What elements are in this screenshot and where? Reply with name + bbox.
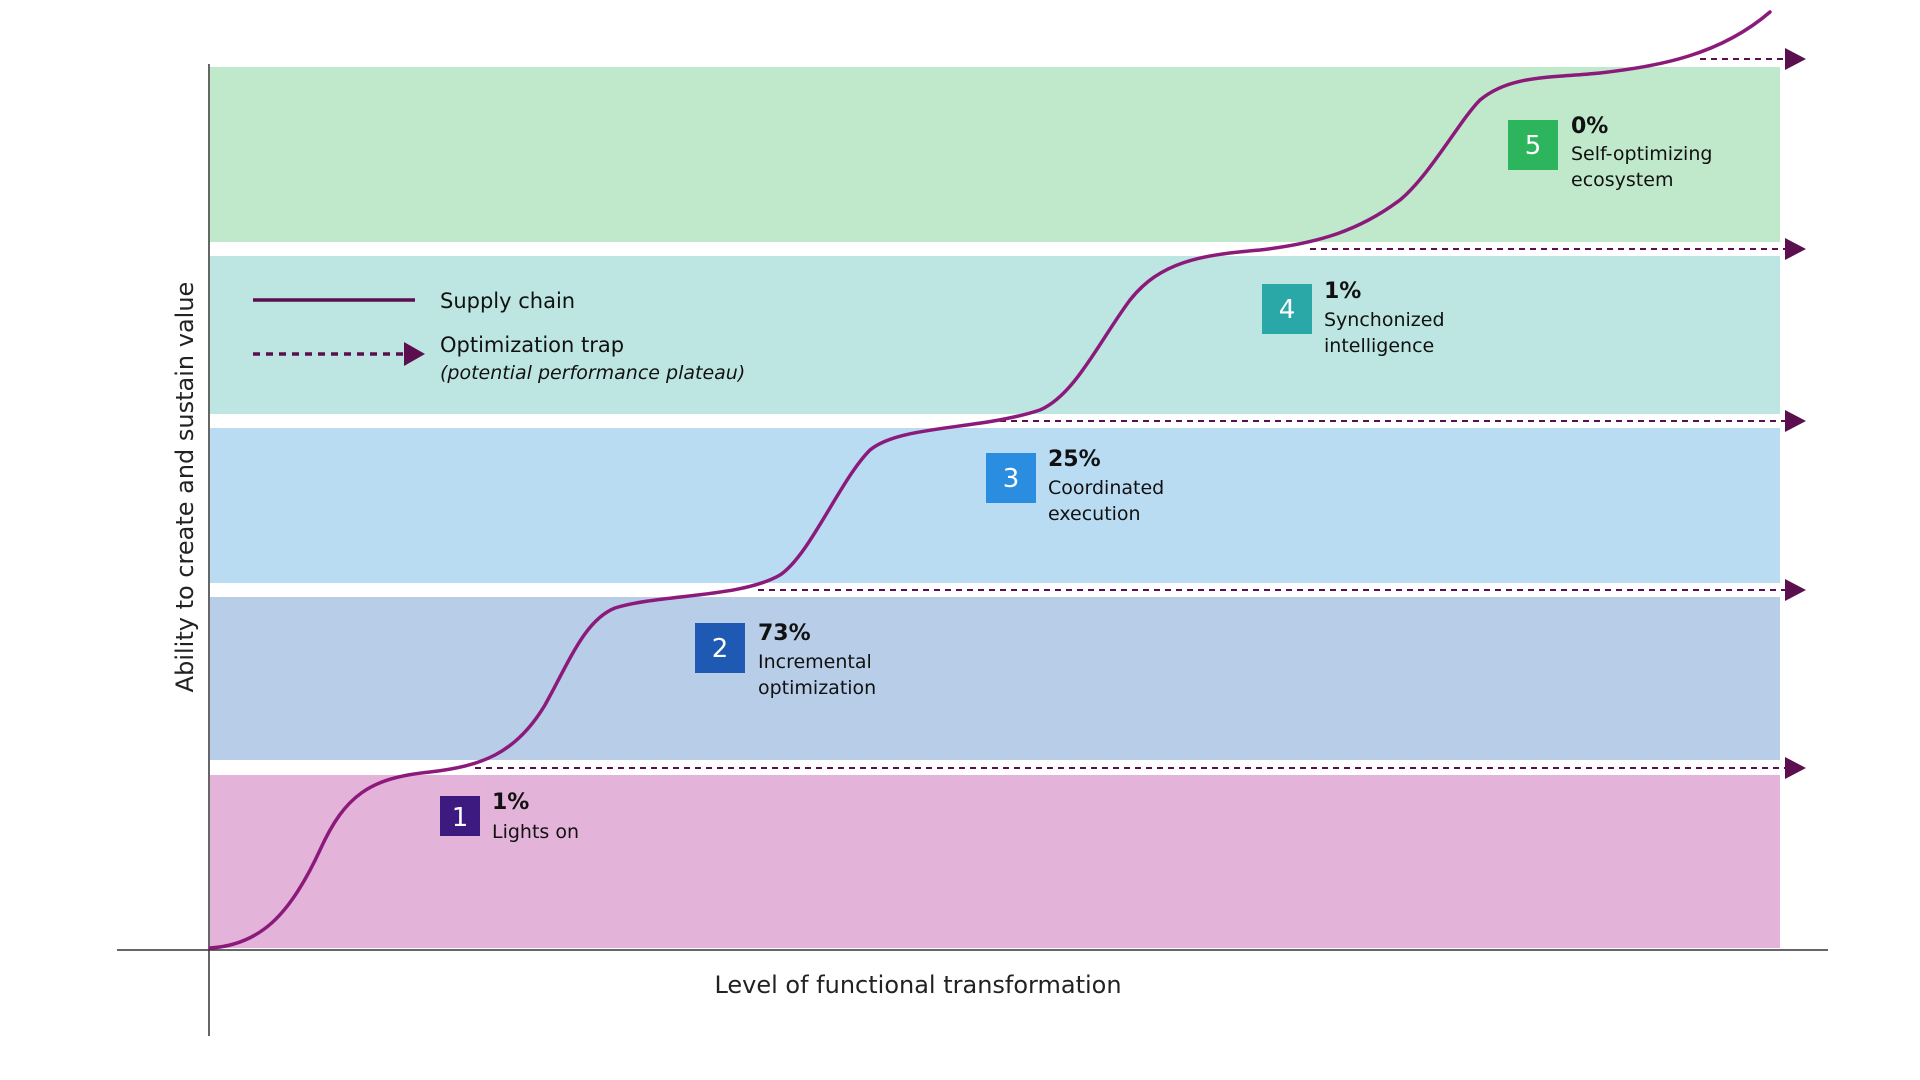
stage-name-5-line-1: Self-optimizing xyxy=(1571,143,1712,165)
trap-arrow-stage-1 xyxy=(1785,757,1806,779)
stage-number-5: 5 xyxy=(1525,131,1542,161)
y-axis-label: Ability to create and sustain value xyxy=(171,282,199,693)
x-axis-label: Level of functional transformation xyxy=(714,971,1121,999)
legend-optimization-trap-arrow xyxy=(404,342,425,366)
stage-marker-1: 1 1% Lights on xyxy=(440,790,579,843)
stage-name-1-line-1: Lights on xyxy=(492,821,579,843)
stage-name-2-line-2: optimization xyxy=(758,677,876,699)
stage-marker-5: 5 0% Self-optimizing ecosystem xyxy=(1508,114,1712,191)
stage-number-2: 2 xyxy=(712,634,729,664)
stage-badge-5 xyxy=(1508,120,1558,170)
stage-number-3: 3 xyxy=(1003,464,1020,494)
axes xyxy=(117,64,1828,1036)
stage-marker-3: 3 25% Coordinated execution xyxy=(986,447,1164,525)
trap-arrow-stage-3 xyxy=(1785,410,1806,432)
stage-percent-2: 73% xyxy=(758,621,811,646)
trap-arrow-stage-4 xyxy=(1785,238,1806,260)
stage-percent-4: 1% xyxy=(1324,279,1361,304)
stage-name-4-line-2: intelligence xyxy=(1324,335,1434,357)
legend-supply-chain-label: Supply chain xyxy=(440,289,575,313)
stage-name-3-line-2: execution xyxy=(1048,503,1141,525)
stage-percent-1: 1% xyxy=(492,790,529,815)
stage-marker-4: 4 1% Synchonized intelligence xyxy=(1262,279,1445,357)
bands xyxy=(210,67,1780,948)
legend-optimization-trap-note: (potential performance plateau) xyxy=(440,362,745,384)
trap-arrow-stage-2 xyxy=(1785,579,1806,601)
stage-badge-2 xyxy=(695,623,745,673)
optimization-traps xyxy=(475,48,1806,779)
trap-arrow-stage-5 xyxy=(1785,48,1806,70)
stage-number-4: 4 xyxy=(1279,295,1296,325)
stage-badge-1 xyxy=(440,796,480,836)
band-stage-3 xyxy=(210,428,1780,583)
band-stage-2 xyxy=(210,597,1780,760)
stage-percent-3: 25% xyxy=(1048,447,1101,472)
stage-percent-5: 0% xyxy=(1571,114,1608,139)
band-stage-4 xyxy=(210,256,1780,414)
stage-name-2-line-1: Incremental xyxy=(758,651,872,673)
stage-badge-4 xyxy=(1262,284,1312,334)
stage-marker-2: 2 73% Incremental optimization xyxy=(695,621,876,699)
stage-name-4-line-1: Synchonized xyxy=(1324,309,1445,331)
stage-badge-3 xyxy=(986,453,1036,503)
stage-name-3-line-1: Coordinated xyxy=(1048,477,1164,499)
stage-number-1: 1 xyxy=(452,803,469,833)
supply-chain-curve xyxy=(208,10,1772,950)
legend: Supply chain Optimization trap (potentia… xyxy=(253,289,745,384)
stage-name-5-line-2: ecosystem xyxy=(1571,169,1673,191)
legend-optimization-trap-label: Optimization trap xyxy=(440,333,624,357)
